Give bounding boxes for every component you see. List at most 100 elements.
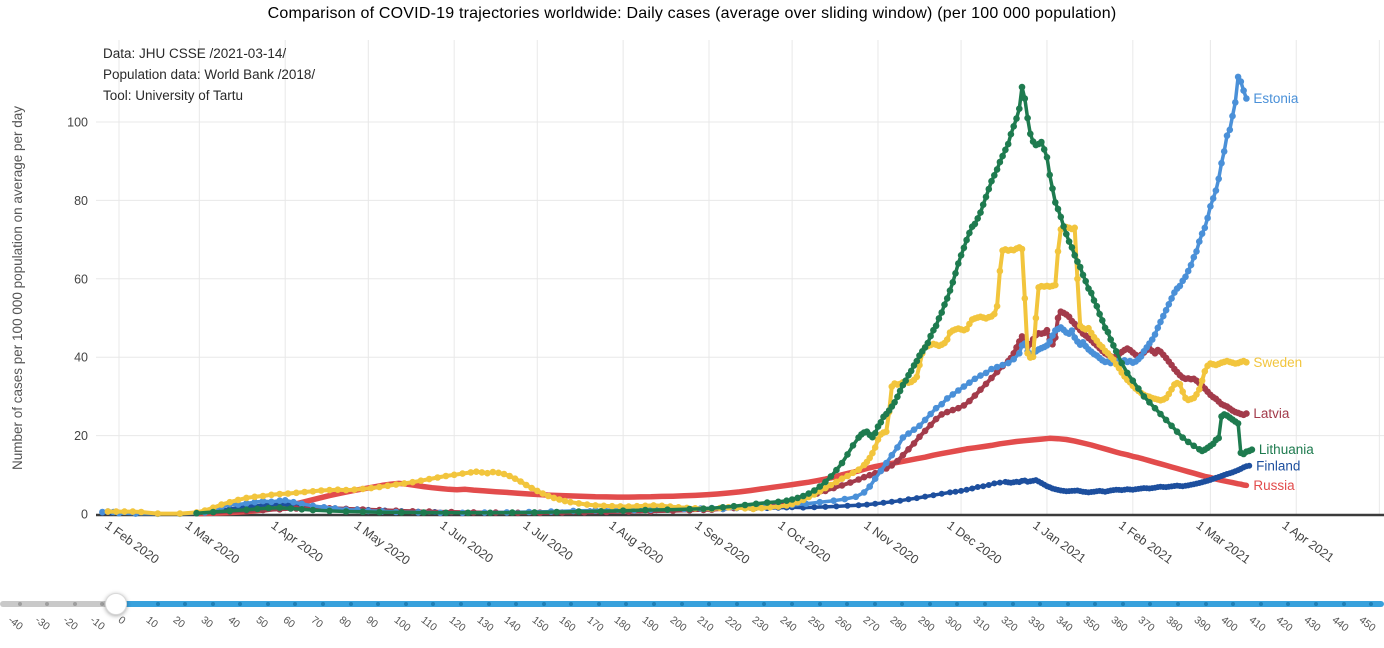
slider-dot <box>1120 602 1125 606</box>
slider-dot <box>1313 602 1318 606</box>
slider-tick-label: 370 <box>1136 614 1158 635</box>
slider-dot <box>403 602 408 606</box>
slider-dot <box>955 602 960 606</box>
slider-dot <box>1176 602 1181 606</box>
slider-tick-label: 270 <box>860 614 882 635</box>
slider-dot <box>1286 602 1291 606</box>
slider-dot <box>1203 602 1208 606</box>
slider-tick-label: 180 <box>612 614 634 635</box>
slider-dot <box>458 602 463 606</box>
slider-tick-label: 150 <box>529 614 551 635</box>
slider-tick-label: -20 <box>60 614 80 633</box>
slider-dot <box>1258 602 1263 606</box>
annotation-line-population: Population data: World Bank /2018/ <box>103 67 316 82</box>
slider-tick-label: -40 <box>5 614 25 633</box>
slider-dot <box>210 602 215 606</box>
slider-tick-label: 440 <box>1329 614 1351 635</box>
x-tick-label: 1 Aug 2020 <box>606 518 665 567</box>
series-line-sweden <box>105 225 1249 516</box>
x-tick-label: 1 Feb 2021 <box>1116 518 1175 567</box>
slider-tick-label: 170 <box>584 614 606 635</box>
slider-track-active[interactable] <box>116 601 1384 607</box>
slider-tick-label: 280 <box>887 614 910 635</box>
x-tick-label: 1 Apr 2020 <box>268 518 325 565</box>
slider-tick-label: 50 <box>253 614 271 631</box>
slider-dot <box>1010 602 1015 606</box>
slider-dot <box>100 602 105 606</box>
x-tick-label: 1 Feb 2020 <box>102 518 161 567</box>
slider-dot <box>265 602 270 606</box>
series-end-label-latvia: Latvia <box>1253 406 1290 421</box>
slider-dot <box>183 602 188 606</box>
slider-dot <box>845 602 850 606</box>
slider-tick-label: 340 <box>1053 614 1075 635</box>
slider-dot <box>238 602 243 606</box>
slider-tick-label: 80 <box>336 614 353 631</box>
y-axis-title: Number of cases per 100 000 population o… <box>10 106 25 470</box>
slider-tick-label: 430 <box>1301 614 1323 635</box>
slider-dot <box>900 602 905 606</box>
y-tick-label: 100 <box>67 116 88 130</box>
slider-dot <box>321 602 326 606</box>
slider-tick-label: 410 <box>1246 614 1268 635</box>
slider-track-inactive[interactable] <box>0 601 116 607</box>
line-chart: 0 20 40 60 80 100 1 Feb 2020 1 Mar 2020 1 Apr 20… <box>10 40 1384 568</box>
slider-dot <box>817 602 822 606</box>
series-end-label-sweden: Sweden <box>1253 355 1302 370</box>
slider-tick-label: 300 <box>943 614 965 635</box>
slider-tick-label: 290 <box>915 614 937 635</box>
slider-dot <box>679 602 684 606</box>
annotation-line-tool: Tool: University of Tartu <box>103 88 244 103</box>
slider-tick-label: 320 <box>998 614 1020 635</box>
slider-dot <box>1341 602 1346 606</box>
slider-dot <box>17 602 22 606</box>
series-markers-latvia <box>193 308 1250 517</box>
slider-dot <box>514 602 519 606</box>
slider-tick-label: 10 <box>143 614 160 631</box>
slider-tick-label: 40 <box>225 614 243 631</box>
x-tick-label: 1 Apr 2021 <box>1279 518 1336 565</box>
slider-tick-label: 60 <box>281 614 298 631</box>
slider-dot <box>927 602 932 606</box>
slider-dot <box>486 602 491 606</box>
slider-dot <box>72 602 77 606</box>
slider-dot <box>734 602 739 606</box>
series-line-russia <box>193 435 1250 517</box>
slider-tick-label: 190 <box>639 614 661 635</box>
y-tick-label: 80 <box>74 194 88 208</box>
series-end-label-estonia: Estonia <box>1253 91 1299 106</box>
slider-tick-label: 450 <box>1356 614 1378 635</box>
slider-tick-label: 200 <box>667 614 689 635</box>
slider-tick-label: -10 <box>88 614 108 633</box>
slider-tick-label: 130 <box>474 614 496 635</box>
slider-dot <box>762 602 767 606</box>
slider-tick-label: 260 <box>832 614 854 635</box>
slider-tick-label: 400 <box>1218 614 1241 635</box>
slider-handle[interactable] <box>105 593 127 615</box>
slider-tick-label: 120 <box>446 614 468 635</box>
chart-title: Comparison of COVID-19 trajectories worl… <box>267 5 1117 22</box>
slider-tick-label: 380 <box>1163 614 1185 635</box>
x-tick-label: 1 Oct 2020 <box>775 518 833 565</box>
slider-tick-label: 100 <box>391 614 413 635</box>
slider-tick-label: 360 <box>1108 614 1130 635</box>
slider-dot <box>982 602 987 606</box>
slider-dot <box>431 602 436 606</box>
slider-dot <box>155 602 160 606</box>
slider-dot <box>1093 602 1098 606</box>
slider-tick-label: 0 <box>115 614 128 628</box>
series-end-label-lithuania: Lithuania <box>1259 442 1314 457</box>
slider-tick-label: 210 <box>694 614 716 635</box>
y-tick-label: 20 <box>74 429 88 443</box>
slider-dot <box>652 602 657 606</box>
slider-dot <box>1231 602 1236 606</box>
slider-tick-label: 220 <box>722 614 744 635</box>
slider-dot <box>872 602 877 606</box>
x-tick-label: 1 Mar 2020 <box>183 518 242 567</box>
series-end-label-russia: Russia <box>1253 478 1295 493</box>
slider-tick-label: 30 <box>198 614 215 631</box>
slider-dot <box>1065 602 1070 606</box>
slider-tick-label: 390 <box>1191 614 1213 635</box>
y-tick-label: 60 <box>74 272 88 286</box>
x-tick-label: 1 Nov 2020 <box>861 518 921 567</box>
